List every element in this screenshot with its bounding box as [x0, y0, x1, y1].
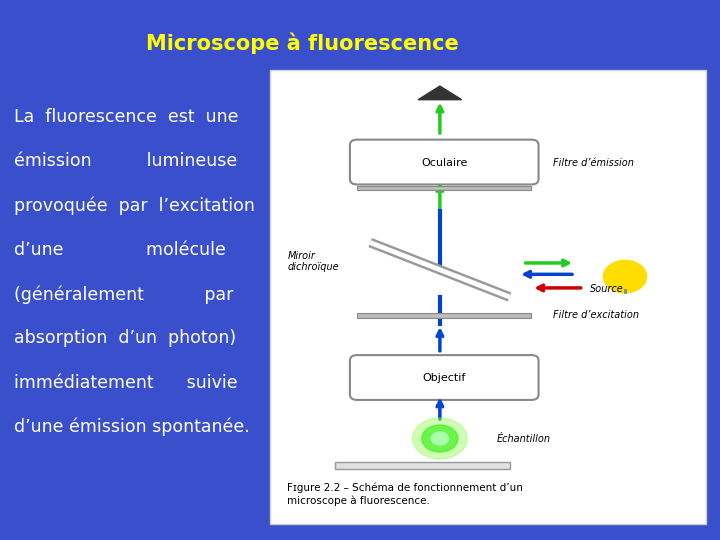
- Text: d’une émission spontanée.: d’une émission spontanée.: [14, 418, 250, 436]
- Polygon shape: [418, 86, 462, 100]
- Text: Source: Source: [590, 284, 624, 294]
- FancyBboxPatch shape: [350, 140, 539, 185]
- Circle shape: [422, 425, 458, 452]
- Text: (généralement           par: (généralement par: [14, 285, 234, 303]
- Text: d’une               molécule: d’une molécule: [14, 241, 226, 259]
- Text: immédiatement      suivie: immédiatement suivie: [14, 374, 238, 391]
- FancyBboxPatch shape: [350, 355, 539, 400]
- Circle shape: [413, 418, 467, 459]
- Bar: [357, 313, 531, 318]
- Bar: [357, 186, 531, 191]
- Text: La  fluorescence  est  une: La fluorescence est une: [14, 108, 239, 126]
- Circle shape: [431, 432, 449, 445]
- Text: Filtre d’émission: Filtre d’émission: [553, 158, 634, 168]
- Bar: [336, 462, 510, 469]
- Text: Microscope à fluorescence: Microscope à fluorescence: [146, 32, 459, 54]
- Text: Fɪgure 2.2 – Schéma de fonctionnement d’un
microscope à fluorescence.: Fɪgure 2.2 – Schéma de fonctionnement d’…: [287, 483, 523, 505]
- Text: provoquée  par  l’excitation: provoquée par l’excitation: [14, 197, 256, 215]
- Text: absorption  d’un  photon): absorption d’un photon): [14, 329, 237, 347]
- Text: Objectif: Objectif: [423, 373, 466, 383]
- Text: Miroir
dichroïque: Miroir dichroïque: [287, 251, 339, 272]
- Text: Filtre d’excitation: Filtre d’excitation: [553, 310, 639, 320]
- Text: Oculaire: Oculaire: [421, 158, 467, 168]
- Text: émission          lumineuse: émission lumineuse: [14, 152, 238, 170]
- FancyBboxPatch shape: [270, 70, 706, 524]
- Text: Échantillon: Échantillon: [497, 434, 551, 443]
- Circle shape: [603, 260, 647, 293]
